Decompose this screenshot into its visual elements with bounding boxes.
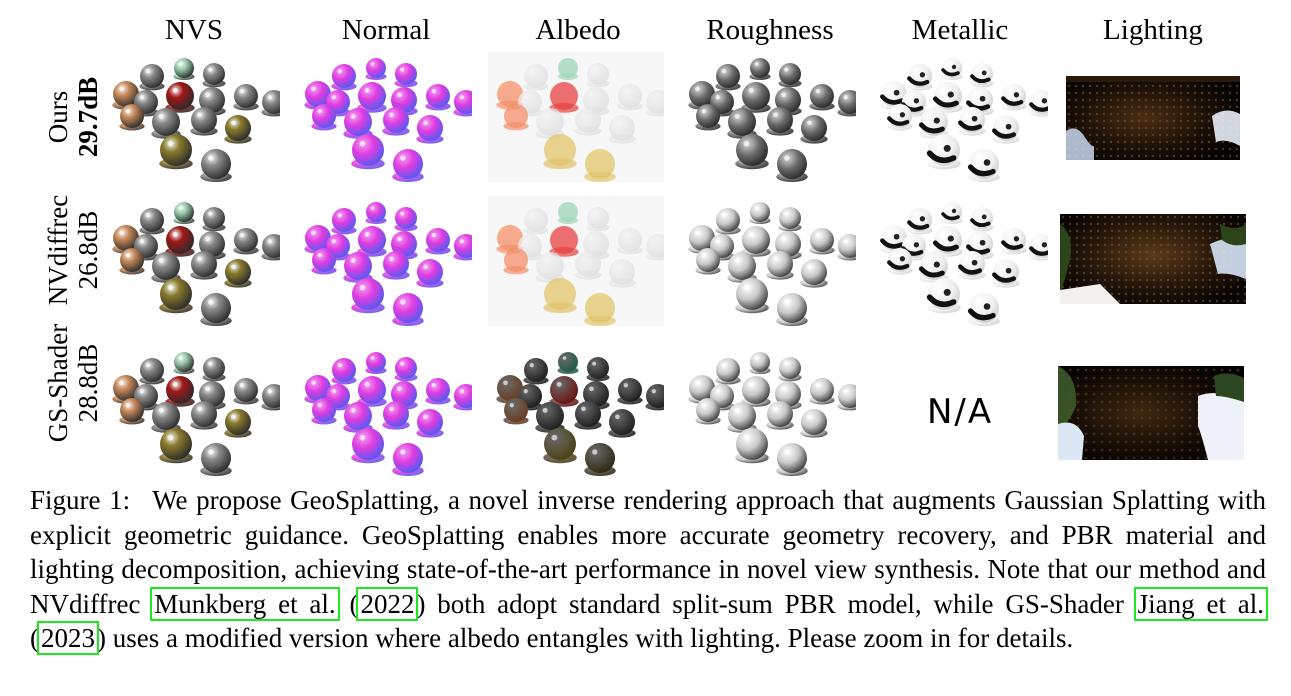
albedo-render-ours bbox=[488, 52, 664, 182]
method-name: NVdiffrec bbox=[43, 194, 73, 306]
normal-render-ours bbox=[296, 52, 472, 182]
row-label-gs-shader: GS-Shader 28.8dB bbox=[43, 313, 105, 453]
caption-text-1: We propose GeoSplatting, a novel inverse… bbox=[30, 485, 1267, 619]
psnr-score: 28.8dB bbox=[73, 343, 103, 423]
citation-year-link-2022[interactable]: 2022 bbox=[356, 586, 419, 621]
lighting-envmap-gs-shader bbox=[1058, 366, 1244, 460]
column-header-nvs: NVS bbox=[164, 14, 223, 46]
citation-year-link-2023[interactable]: 2023 bbox=[37, 621, 99, 655]
nvs-render-nvdiffrec bbox=[104, 196, 280, 326]
metallic-render-ours bbox=[872, 52, 1048, 182]
figure-label: Figure 1: bbox=[30, 485, 131, 515]
citation-paren: ( bbox=[337, 588, 359, 619]
psnr-score: 26.8dB bbox=[73, 210, 103, 290]
nvs-render-gs-shader bbox=[104, 346, 280, 476]
method-name: GS-Shader bbox=[43, 323, 73, 443]
lighting-envmap-nvdiffrec bbox=[1060, 214, 1246, 304]
metallic-not-available: N/A bbox=[927, 392, 994, 432]
row-label-ours: Ours 29.7dB bbox=[43, 47, 105, 187]
row-label-nvdiffrec: NVdiffrec 26.8dB bbox=[43, 180, 105, 320]
normal-render-gs-shader bbox=[296, 346, 472, 476]
column-header-albedo: Albedo bbox=[535, 14, 621, 46]
roughness-render-nvdiffrec bbox=[680, 196, 856, 326]
citation-paren: ( bbox=[30, 623, 39, 653]
citation-link-jiang[interactable]: Jiang et al. bbox=[1133, 586, 1269, 621]
column-header-normal: Normal bbox=[341, 14, 431, 46]
nvs-render-ours bbox=[104, 52, 280, 182]
column-header-metallic: Metallic bbox=[911, 14, 1009, 46]
lighting-envmap-ours bbox=[1066, 76, 1240, 160]
citation-paren: ) bbox=[416, 588, 426, 619]
column-header-roughness: Roughness bbox=[706, 14, 834, 46]
roughness-render-gs-shader bbox=[680, 346, 856, 476]
albedo-render-gs-shader bbox=[488, 346, 664, 476]
psnr-score: 29.7dB bbox=[73, 76, 103, 158]
metallic-render-nvdiffrec bbox=[872, 196, 1048, 326]
roughness-render-ours bbox=[680, 52, 856, 182]
figure-caption: Figure 1: We propose GeoSplatting, a nov… bbox=[30, 483, 1269, 656]
method-name: Ours bbox=[43, 90, 73, 144]
normal-render-nvdiffrec bbox=[296, 196, 472, 326]
albedo-render-nvdiffrec bbox=[488, 196, 664, 326]
citation-paren: ) bbox=[97, 623, 106, 653]
citation-link-munkberg[interactable]: Munkberg et al. bbox=[150, 586, 340, 621]
column-header-lighting: Lighting bbox=[1103, 14, 1203, 46]
caption-text-3: uses a modified version where albedo ent… bbox=[106, 623, 1074, 653]
caption-text-2: both adopt standard split-sum PBR model,… bbox=[425, 588, 1136, 619]
